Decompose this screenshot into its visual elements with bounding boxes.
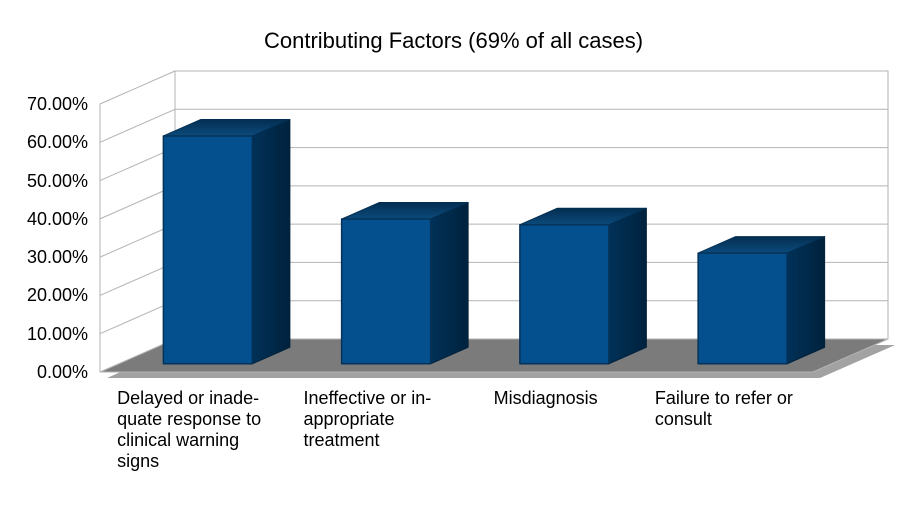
bar-front-misdiagnosis (519, 224, 610, 365)
gridline-leftwall-30.00% (99, 223, 176, 258)
bar-failure-to-refer-or-consult (697, 236, 826, 365)
y-axis-tick-label-40.00%: 40.00% (26, 208, 88, 229)
bar-side-failure-to-refer-or-consult (786, 236, 826, 365)
bar-ineffective-or-inappropriate-treatment (340, 202, 469, 365)
gridline-leftwall-20.00% (99, 261, 176, 296)
y-axis-tick-label-10.00%: 10.00% (26, 323, 88, 344)
y-axis-tick-label-70.00%: 70.00% (26, 94, 88, 114)
y-axis-tick-label-20.00%: 20.00% (26, 285, 88, 306)
x-axis-category-label-delayed-or-inadequate-response-to-clinical-warning-signs: Delayed or inade- quate response to clin… (117, 388, 262, 471)
bar-side-ineffective-or-inappropriate-treatment (430, 202, 469, 365)
gridline-leftwall-50.00% (99, 147, 176, 182)
bar-side-delayed-or-inadequate-response-to-clinical-warning-signs (251, 118, 291, 365)
x-axis-category-label-misdiagnosis: Misdiagnosis (493, 388, 598, 408)
gridline-leftwall-60.00% (99, 108, 176, 143)
x-axis-category-label-ineffective-or-inappropriate-treatment: Ineffective or in- appropriate treatment (303, 388, 432, 450)
y-axis-tick-label-30.00%: 30.00% (26, 247, 88, 268)
y-axis-tick-label-60.00%: 60.00% (26, 132, 88, 153)
bar-delayed-or-inadequate-response-to-clinical-warning-signs (162, 118, 291, 365)
y-axis-tick-label-50.00%: 50.00% (26, 170, 88, 191)
bar-front-delayed-or-inadequate-response-to-clinical-warning-signs (162, 135, 254, 365)
bar-front-failure-to-refer-or-consult (697, 252, 788, 365)
bar-misdiagnosis (519, 207, 647, 365)
y-axis-tick-label-0.00%: 0.00% (36, 362, 88, 382)
gridline-leftwall-40.00% (99, 185, 176, 220)
gridline-leftwall-10.00% (99, 300, 176, 335)
x-axis-category-label-failure-to-refer-or-consult: Failure to refer or consult (654, 388, 793, 429)
bar-side-misdiagnosis (608, 207, 647, 365)
bar-front-ineffective-or-inappropriate-treatment (340, 218, 432, 365)
chart-title: Contributing Factors (69% of all cases) (263, 28, 644, 53)
